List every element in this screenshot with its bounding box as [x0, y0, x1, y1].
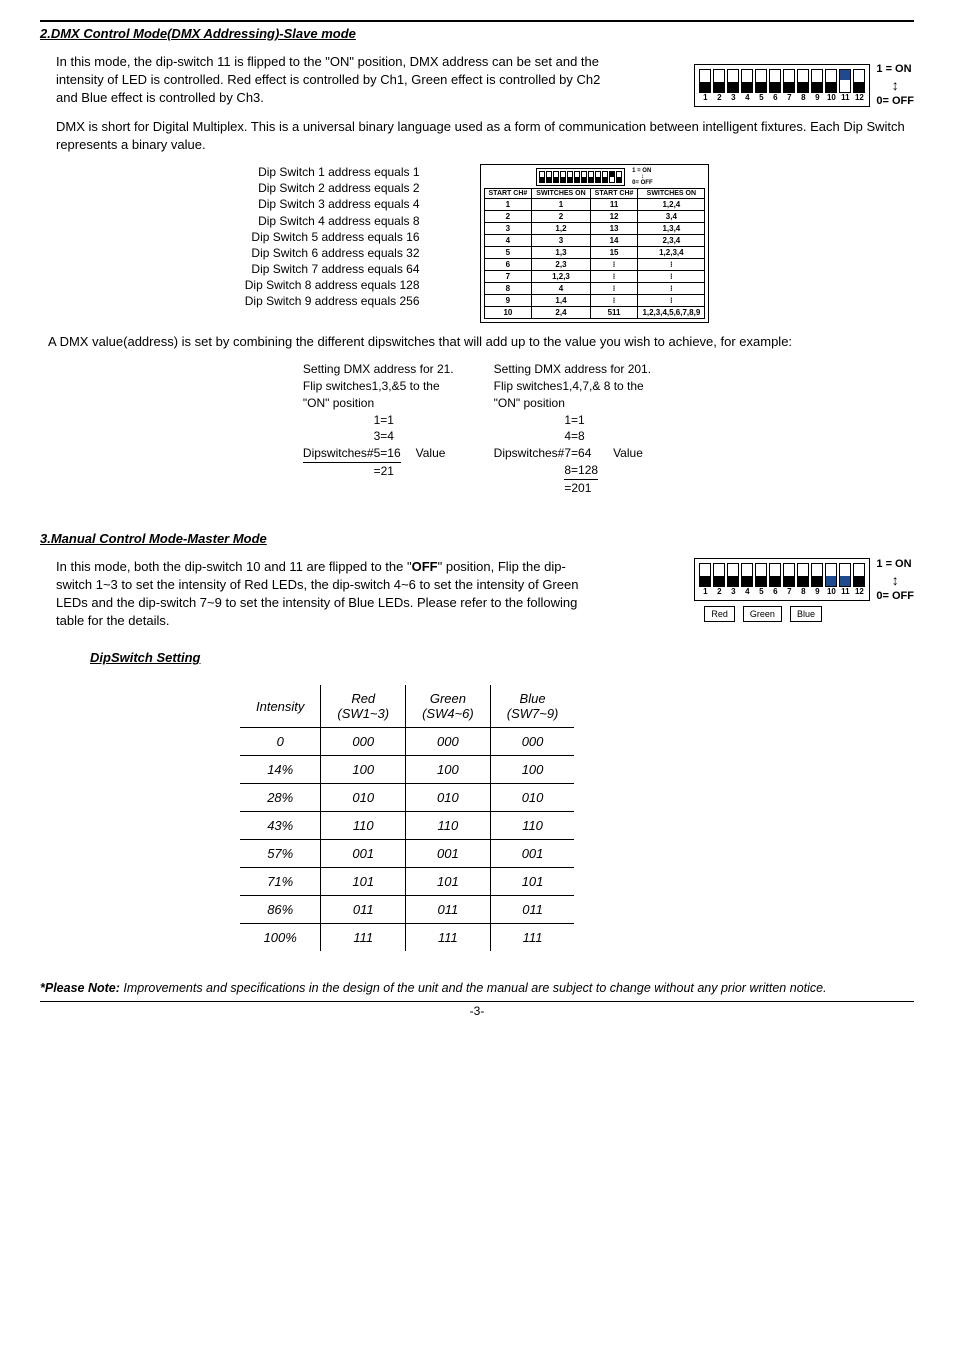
off-label: 0= OFF	[876, 95, 914, 107]
switches-table: START CH# SWITCHES ON START CH# SWITCHES…	[484, 188, 706, 319]
section2-para3: A DMX value(address) is set by combining…	[40, 333, 914, 351]
dipswitch-setting-title: DipSwitch Setting	[70, 650, 914, 665]
section3-title: 3.Manual Control Mode-Master Mode	[40, 527, 914, 546]
small-table-wrap: 1 = ON ↕ 0= OFF START CH# SWITCHES ON ST…	[480, 164, 710, 323]
color-bar: Red Green Blue	[704, 606, 822, 622]
example-1: Setting DMX address for 21. Flip switche…	[303, 361, 454, 480]
on-label: 1 = ON	[876, 63, 914, 75]
section2-para1: In this mode, the dip-switch 11 is flipp…	[40, 53, 620, 108]
address-list: Dip Switch 1 address equals 1 Dip Switch…	[245, 164, 420, 310]
arrow-icon	[876, 77, 914, 93]
section2-title: 2.DMX Control Mode(DMX Addressing)-Slave…	[40, 20, 914, 41]
mini-dip-diagram	[536, 168, 625, 186]
page-number: -3-	[40, 1001, 914, 1018]
arrow-icon	[876, 572, 914, 588]
dip-diagram-1: 123456789101112	[694, 64, 870, 107]
section3-para1: In this mode, both the dip-switch 10 and…	[40, 558, 600, 631]
dip-diagram-2: 123456789101112	[694, 558, 870, 601]
footnote: *Please Note: Improvements and specifica…	[40, 981, 914, 995]
intensity-table: Intensity Red(SW1~3) Green(SW4~6) Blue(S…	[240, 685, 574, 951]
section2-para2: DMX is short for Digital Multiplex. This…	[40, 118, 914, 154]
example-2: Setting DMX address for 201. Flip switch…	[494, 361, 651, 496]
